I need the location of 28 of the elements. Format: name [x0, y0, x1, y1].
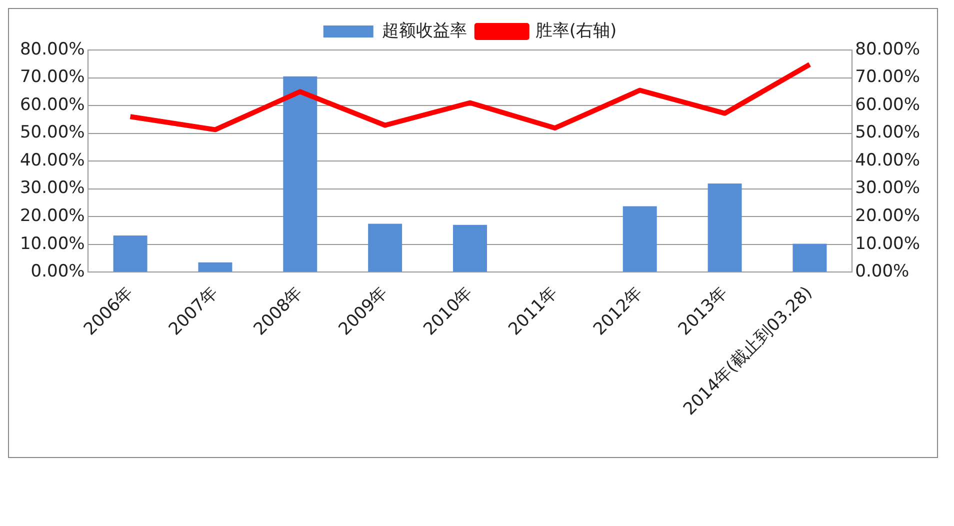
y-tick-label: 70.00%	[20, 67, 85, 88]
y-tick-label: 40.00%	[20, 150, 85, 170]
bar	[113, 235, 148, 272]
bar	[453, 224, 487, 272]
y-tick-label: 50.00%	[20, 122, 85, 143]
legend-label: 超额收益率	[382, 20, 467, 41]
y-tick-label: 10.00%	[20, 234, 85, 254]
y2-tick-label: 0.00%	[855, 262, 910, 282]
bar	[792, 244, 827, 272]
bar	[708, 184, 742, 272]
y2-tick-label: 50.00%	[855, 122, 920, 143]
y2-tick-label: 10.00%	[855, 234, 920, 254]
bar	[622, 206, 657, 272]
y-tick-label: 80.00%	[20, 39, 85, 60]
y-tick-label: 0.00%	[30, 262, 85, 282]
y-tick-label: 30.00%	[20, 178, 85, 198]
legend-label: 胜率(右轴)	[535, 20, 617, 41]
y2-tick-label: 60.00%	[855, 94, 920, 115]
y2-tick-label: 80.00%	[855, 39, 920, 60]
y2-tick-label: 30.00%	[855, 178, 920, 198]
bar	[368, 224, 402, 272]
y2-tick-label: 40.00%	[855, 150, 920, 170]
bar	[283, 76, 318, 272]
y2-tick-label: 70.00%	[855, 67, 920, 88]
bar	[198, 262, 232, 272]
y2-tick-label: 20.00%	[855, 206, 920, 226]
y-tick-label: 60.00%	[20, 94, 85, 115]
y-tick-label: 20.00%	[20, 206, 85, 226]
